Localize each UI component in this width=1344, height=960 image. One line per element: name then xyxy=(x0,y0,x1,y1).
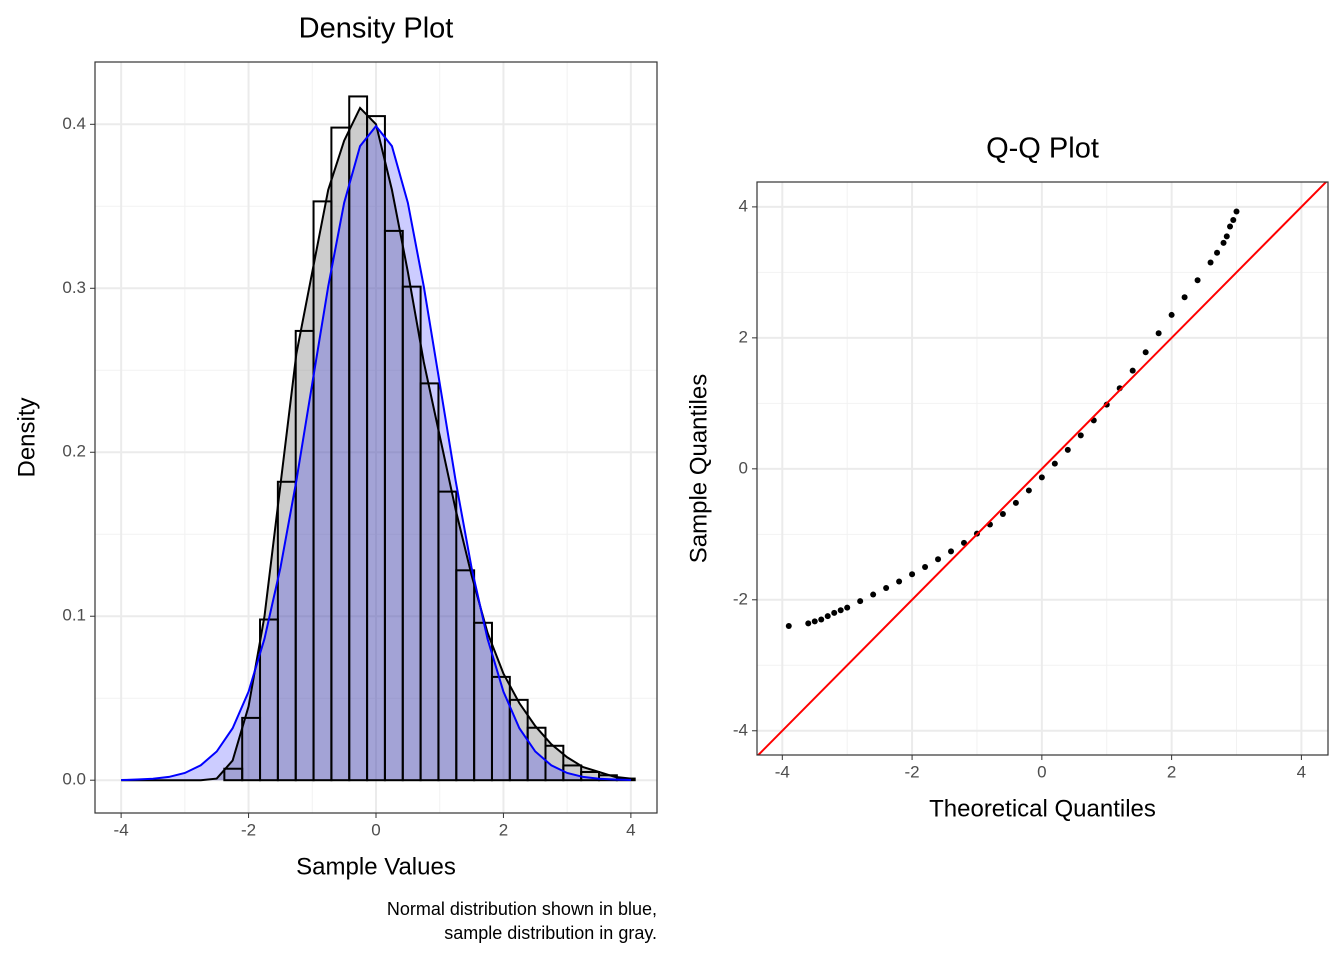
point xyxy=(1064,446,1071,453)
point xyxy=(896,578,903,585)
x-tick-label: 0 xyxy=(371,820,380,839)
chart-title: Density Plot xyxy=(299,13,454,45)
y-tick-label: 0.4 xyxy=(62,114,86,133)
point xyxy=(785,622,792,629)
point xyxy=(1230,216,1237,223)
point xyxy=(1220,239,1227,246)
point xyxy=(837,607,844,614)
y-tick-label: 0 xyxy=(739,458,748,477)
point xyxy=(844,604,851,611)
caption: Normal distribution shown in blue, xyxy=(387,899,657,919)
y-tick-label: 0.2 xyxy=(62,442,86,461)
point xyxy=(1025,487,1032,494)
point xyxy=(1214,249,1221,256)
point xyxy=(1012,499,1019,506)
point xyxy=(948,548,955,555)
x-axis-title: Sample Values xyxy=(296,853,456,880)
point xyxy=(831,609,838,616)
density-line xyxy=(121,124,631,782)
point xyxy=(1155,330,1162,337)
panel-border xyxy=(94,61,658,814)
y-axis-title: Sample Quantiles xyxy=(685,374,712,563)
x-tick-label: 2 xyxy=(499,820,508,839)
x-tick-label: 0 xyxy=(1037,762,1046,781)
point xyxy=(909,571,916,578)
reference-line xyxy=(757,182,1328,755)
x-tick-label: 4 xyxy=(1297,762,1306,781)
x-tick-label: 4 xyxy=(626,820,635,839)
point xyxy=(999,511,1006,518)
point xyxy=(1142,349,1149,356)
y-tick-label: 0.0 xyxy=(62,770,86,789)
y-tick-label: 2 xyxy=(739,327,748,346)
point xyxy=(1129,367,1136,374)
y-tick-label: 0.1 xyxy=(62,606,86,625)
point xyxy=(935,556,942,563)
point xyxy=(824,613,831,620)
chart-title: Q-Q Plot xyxy=(986,133,1099,165)
x-axis-title: Theoretical Quantiles xyxy=(929,795,1156,822)
point xyxy=(1223,233,1230,240)
point xyxy=(857,598,864,605)
density-area xyxy=(121,107,631,781)
x-tick-label: -4 xyxy=(114,820,129,839)
point xyxy=(1168,311,1175,318)
point xyxy=(960,539,967,546)
panel-border xyxy=(756,181,1329,756)
density-area xyxy=(121,126,631,781)
y-tick-label: -4 xyxy=(733,720,748,739)
point xyxy=(1077,432,1084,439)
point xyxy=(870,591,877,598)
point xyxy=(818,616,825,623)
caption: sample distribution in gray. xyxy=(444,923,657,943)
point xyxy=(1207,259,1214,266)
x-tick-label: -2 xyxy=(241,820,256,839)
point xyxy=(1181,294,1188,301)
x-tick-label: 2 xyxy=(1167,762,1176,781)
y-tick-label: 0.3 xyxy=(62,278,86,297)
x-tick-label: -4 xyxy=(775,762,790,781)
density-line xyxy=(121,106,631,782)
point xyxy=(1227,223,1234,230)
point xyxy=(1233,208,1240,215)
y-axis-title: Density xyxy=(13,397,40,477)
point xyxy=(883,585,890,592)
point xyxy=(1194,277,1201,284)
point xyxy=(1038,474,1045,481)
point xyxy=(1051,460,1058,467)
x-tick-label: -2 xyxy=(905,762,920,781)
plot-area xyxy=(757,182,1328,755)
y-tick-label: 4 xyxy=(739,196,748,215)
point xyxy=(922,564,929,571)
point xyxy=(811,618,818,625)
point xyxy=(805,620,812,627)
y-tick-label: -2 xyxy=(733,589,748,608)
